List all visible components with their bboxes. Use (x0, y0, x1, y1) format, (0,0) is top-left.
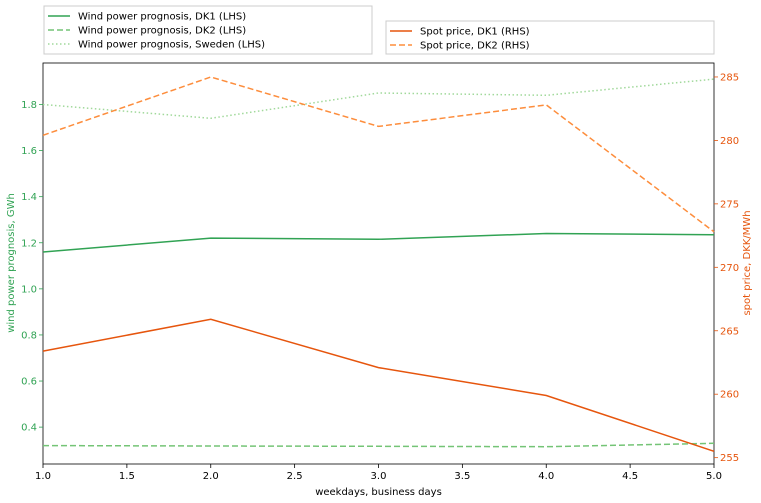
x-axis-label: weekdays, business days (315, 487, 442, 498)
series-line-3 (42, 318, 715, 453)
y-left-tick-label: 0.4 (21, 423, 37, 434)
legend-label: Wind power prognosis, Sweden (LHS) (78, 40, 265, 51)
y-right-tick-label: 265 (720, 326, 739, 337)
y-right-tick-label: 270 (720, 263, 739, 274)
y-left-tick-label: 1.4 (21, 192, 37, 203)
plot-area-frame (42, 62, 715, 465)
legend-label: Wind power prognosis, DK1 (LHS) (78, 12, 246, 23)
legend-right-items: Spot price, DK1 (RHS) Spot price, DK2 (RH… (390, 27, 530, 52)
legend-right-box (385, 20, 715, 55)
y-right-tick-label: 255 (720, 453, 739, 464)
x-tick-label: 3.0 (371, 471, 387, 482)
legend-label: Spot price, DK1 (RHS) (420, 27, 530, 38)
y-left-tick-label: 1.0 (21, 284, 37, 295)
series-line-1 (42, 442, 715, 448)
y-right-tick-label: 275 (720, 199, 739, 210)
legend-left (43, 5, 373, 55)
y-axis-right-label: spot price, DKK/MWh (742, 210, 753, 315)
x-tick-label: 4.5 (622, 471, 638, 482)
y-axis-left: 0.4 0.6 0.8 1.0 1.2 1.4 1.6 1.8 (21, 100, 43, 434)
x-axis: 1.0 1.5 2.0 2.5 3.0 3.5 4.0 4.5 5.0 (35, 464, 722, 482)
series-line-4 (42, 76, 715, 233)
y-left-tick-label: 1.8 (21, 100, 37, 111)
legend-left-box (43, 5, 373, 55)
series-layer (42, 76, 715, 453)
x-tick-label: 3.5 (454, 471, 470, 482)
legend-right (385, 20, 715, 55)
x-tick-label: 2.0 (203, 471, 219, 482)
series-line-0 (42, 232, 715, 253)
x-tick-label: 1.5 (119, 471, 135, 482)
y-left-tick-label: 1.6 (21, 146, 37, 157)
y-right-tick-label: 260 (720, 390, 739, 401)
y-left-tick-label: 0.6 (21, 377, 37, 388)
series-line-2 (42, 78, 715, 120)
x-tick-label: 1.0 (35, 471, 51, 482)
y-axis-left-label: wind power prognosis, GWh (6, 193, 17, 333)
y-axis-right: 255 260 265 270 275 280 285 (714, 72, 739, 464)
y-right-tick-label: 285 (720, 72, 739, 83)
y-left-tick-label: 1.2 (21, 238, 37, 249)
x-tick-label: 2.5 (287, 471, 303, 482)
x-tick-label: 5.0 (706, 471, 722, 482)
x-tick-label: 4.0 (538, 471, 554, 482)
legend-label: Wind power prognosis, DK2 (LHS) (78, 26, 246, 37)
y-right-tick-label: 280 (720, 136, 739, 147)
legend-label: Spot price, DK2 (RHS) (420, 41, 530, 52)
y-left-tick-label: 0.8 (21, 330, 37, 341)
legend-left-items: Wind power prognosis, DK1 (LHS) Wind powe… (48, 12, 265, 51)
